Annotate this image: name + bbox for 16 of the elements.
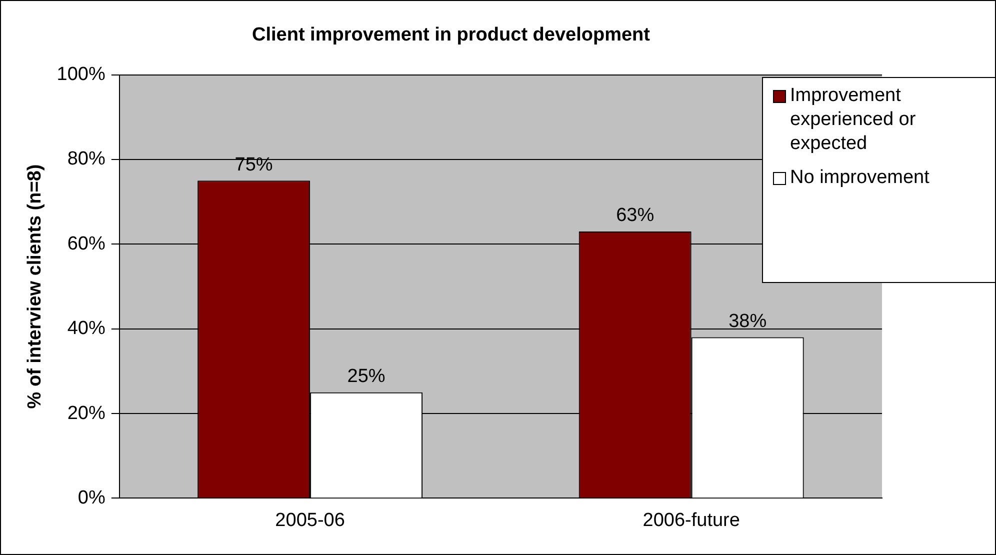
y-tick-label: 40%: [67, 318, 106, 340]
y-tick-label: 20%: [67, 402, 106, 424]
y-tick-label: 0%: [78, 487, 106, 508]
y-tick-label: 60%: [67, 233, 106, 254]
data-label: 38%: [728, 311, 767, 332]
legend-label: No improvement: [790, 166, 930, 190]
y-tick-label: 80%: [67, 148, 106, 170]
y-axis-title: % of interview clients (n=8): [24, 164, 46, 409]
data-label: 63%: [616, 205, 654, 226]
chart-title: Client improvement in product development: [252, 24, 651, 46]
x-tick-label: 2006-future: [642, 510, 740, 531]
y-tick-label: 100%: [56, 64, 106, 86]
x-tick-label: 2005-06: [275, 510, 345, 531]
data-label: 75%: [234, 154, 273, 176]
legend-label: Improvement experienced or expected: [790, 84, 917, 156]
data-label: 25%: [347, 366, 386, 388]
